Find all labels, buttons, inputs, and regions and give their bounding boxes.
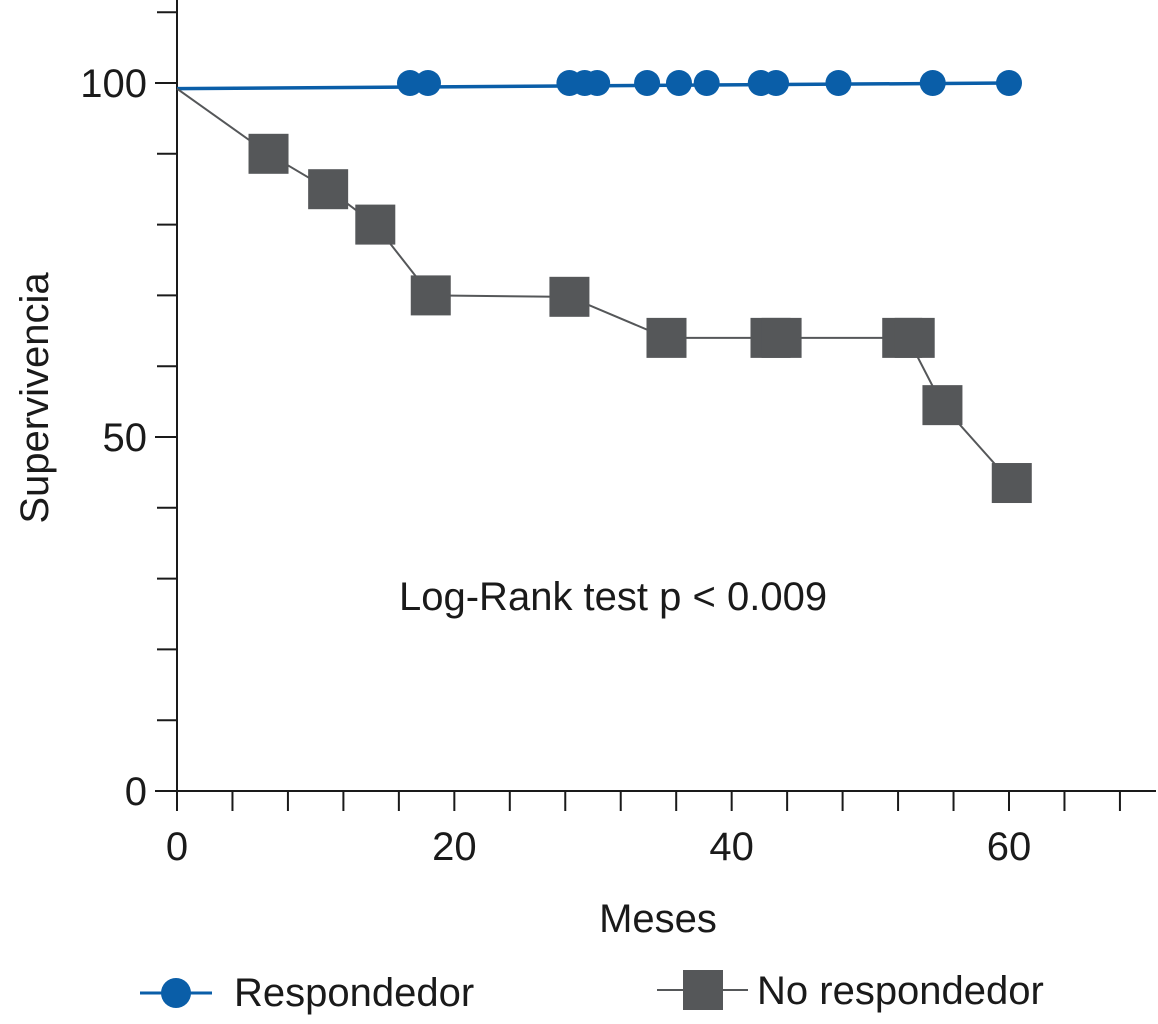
y-tick-label: 0 [125,770,147,814]
point-no-respondedor [922,385,963,426]
point-respondedor [693,70,720,96]
x-tick-label: 20 [432,825,477,869]
point-respondedor [414,70,441,96]
point-no-respondedor [646,317,687,358]
point-no-respondedor [894,317,935,358]
x-tick-label: 0 [166,825,188,869]
x-tick-label: 60 [987,825,1032,869]
legend-label-no-respondedor: No respondedor [757,969,1044,1013]
series-lines [176,81,1013,484]
point-no-respondedor [308,169,349,210]
point-no-respondedor [410,275,451,316]
point-respondedor [665,70,692,96]
series-markers [248,70,1032,504]
legend: Respondedor No respondedor [140,969,1044,1015]
point-no-respondedor [549,276,590,317]
point-respondedor [396,70,423,96]
legend-item-respondedor: Respondedor [140,971,474,1015]
legend-label-respondedor: Respondedor [234,971,474,1015]
series-line-no-respondedor [176,87,1013,484]
legend-item-no-respondedor: No respondedor [657,969,1044,1013]
y-axis-title: Supervivencia [13,272,57,524]
y-tick-label: 50 [103,416,148,460]
legend-marker-no-respondedor [683,970,723,1010]
legend-marker-respondedor [161,978,191,1008]
point-no-respondedor [248,133,289,174]
point-respondedor [584,70,611,96]
point-respondedor [763,70,790,96]
y-tick-label: 100 [80,62,147,106]
log-rank-annotation: Log-Rank test p < 0.009 [399,575,827,619]
axes: 0 50 100 0 20 40 60 [80,0,1156,869]
point-respondedor [996,70,1022,96]
point-no-respondedor [761,317,802,358]
x-axis-title: Meses [599,897,717,941]
point-respondedor [634,70,661,96]
point-no-respondedor [355,204,396,245]
point-respondedor [825,70,852,96]
x-tick-label: 40 [709,825,754,869]
point-respondedor [919,70,946,96]
point-no-respondedor [991,463,1032,504]
